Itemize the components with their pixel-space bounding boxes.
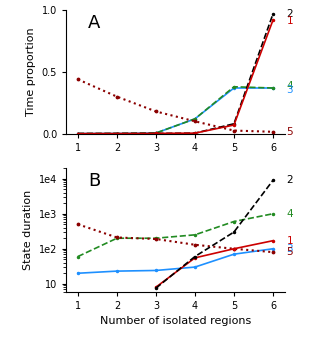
Text: 2: 2 [287, 9, 293, 19]
Text: 3: 3 [287, 244, 293, 254]
Y-axis label: State duration: State duration [23, 190, 33, 270]
Text: 4: 4 [287, 81, 293, 91]
Text: A: A [88, 14, 100, 32]
X-axis label: Number of isolated regions: Number of isolated regions [100, 316, 251, 326]
Text: 2: 2 [287, 175, 293, 185]
Text: 1: 1 [287, 16, 293, 26]
Text: 3: 3 [287, 85, 293, 95]
Text: 1: 1 [287, 236, 293, 246]
Text: 4: 4 [287, 209, 293, 219]
Text: 5: 5 [287, 127, 293, 137]
Y-axis label: Time proportion: Time proportion [26, 28, 36, 116]
Text: 5: 5 [287, 247, 293, 257]
Text: B: B [88, 172, 100, 190]
